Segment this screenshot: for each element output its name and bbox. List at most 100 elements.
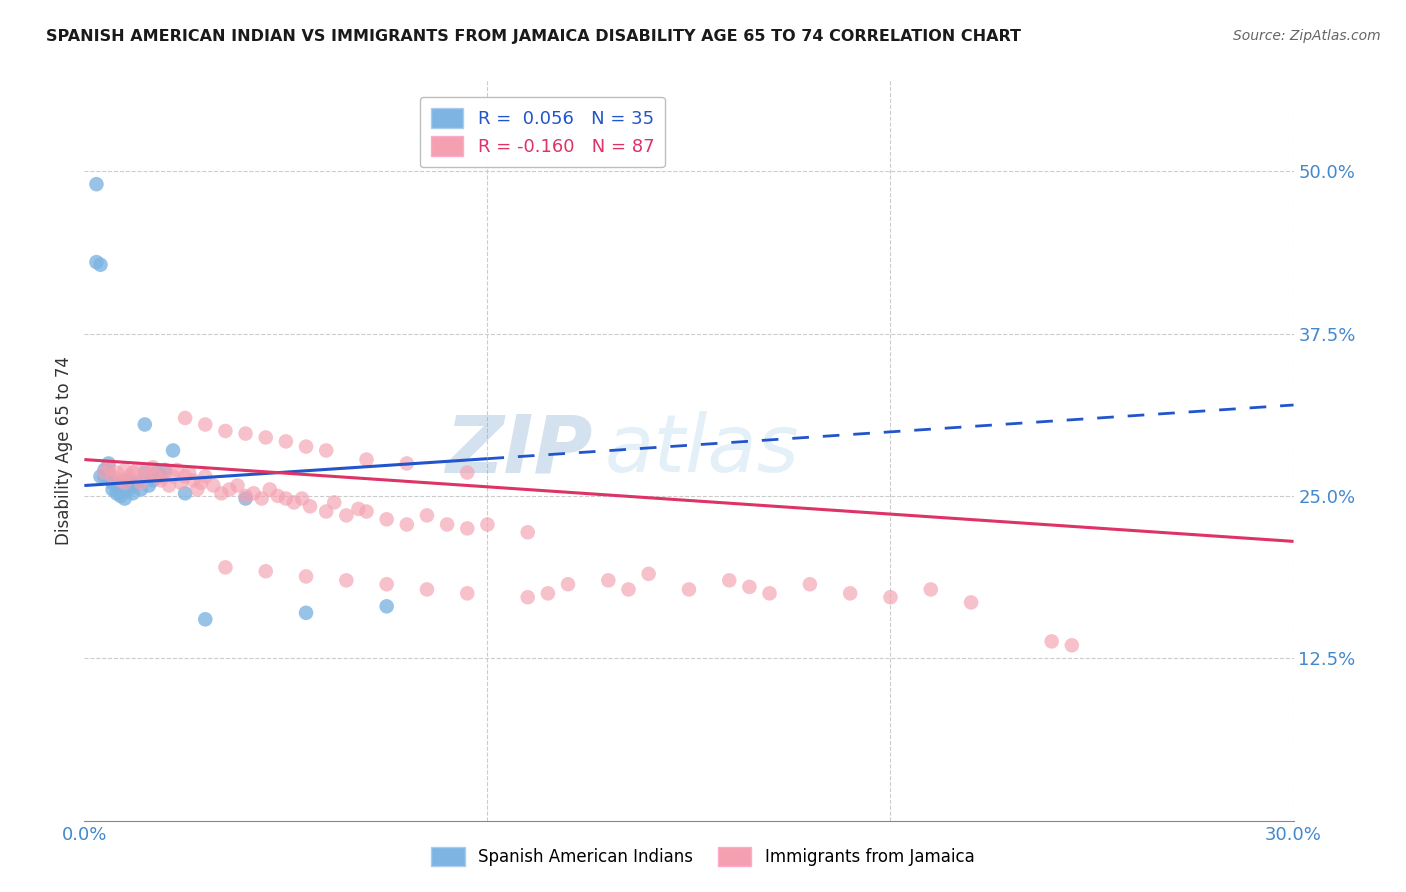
Point (105, 466, 128, 480)
Point (114, 483, 136, 497)
Point (254, 430, 277, 444)
Point (121, 466, 143, 480)
Point (250, 491, 273, 506)
Point (637, 566, 659, 581)
Point (718, 574, 741, 588)
Point (174, 486, 197, 500)
Point (274, 491, 297, 506)
Point (101, 483, 124, 497)
Point (89, 469, 111, 483)
Point (456, 521, 478, 535)
Point (254, 564, 277, 578)
Point (162, 469, 184, 483)
Point (194, 612, 217, 626)
Legend: Spanish American Indians, Immigrants from Jamaica: Spanish American Indians, Immigrants fro… (425, 840, 981, 873)
Point (114, 491, 136, 506)
Point (209, 486, 232, 500)
Point (179, 466, 201, 480)
Point (170, 475, 193, 490)
Point (110, 473, 132, 487)
Text: ZIP: ZIP (444, 411, 592, 490)
Point (134, 466, 156, 480)
Point (181, 473, 204, 487)
Point (416, 582, 439, 597)
Point (153, 463, 176, 477)
Point (235, 489, 257, 503)
Point (242, 486, 264, 500)
Point (93, 466, 115, 480)
Point (162, 443, 184, 458)
Point (315, 443, 337, 458)
Point (142, 473, 165, 487)
Point (1040, 634, 1063, 648)
Point (375, 512, 398, 526)
Point (110, 489, 132, 503)
Point (295, 440, 318, 454)
Point (138, 478, 160, 492)
Point (118, 469, 141, 483)
Point (259, 483, 281, 497)
Point (214, 424, 236, 438)
Point (149, 473, 172, 487)
Point (395, 517, 418, 532)
Point (186, 483, 208, 497)
Point (138, 466, 160, 480)
Point (146, 466, 169, 480)
Point (920, 582, 942, 597)
Point (516, 525, 538, 540)
Point (121, 478, 143, 492)
Point (758, 586, 780, 600)
Point (129, 483, 152, 497)
Point (879, 591, 901, 605)
Point (194, 417, 217, 432)
Point (97, 457, 120, 471)
Point (114, 463, 136, 477)
Point (274, 434, 297, 449)
Point (149, 469, 172, 483)
Point (86, 177, 108, 191)
Point (146, 469, 169, 483)
Point (226, 478, 249, 492)
Point (214, 560, 236, 574)
Point (799, 577, 821, 591)
Point (456, 586, 478, 600)
Point (101, 475, 124, 490)
Point (110, 475, 132, 490)
Point (617, 582, 640, 597)
Point (960, 595, 983, 609)
Point (235, 426, 257, 441)
Point (356, 452, 378, 467)
Legend: R =  0.056   N = 35, R = -0.160   N = 87: R = 0.056 N = 35, R = -0.160 N = 87 (420, 96, 665, 168)
Point (114, 475, 136, 490)
Point (537, 586, 560, 600)
Point (315, 504, 337, 518)
Point (557, 577, 579, 591)
Point (299, 500, 322, 514)
Text: SPANISH AMERICAN INDIAN VS IMMIGRANTS FROM JAMAICA DISABILITY AGE 65 TO 74 CORRE: SPANISH AMERICAN INDIAN VS IMMIGRANTS FR… (46, 29, 1021, 44)
Point (202, 478, 225, 492)
Point (97, 466, 120, 480)
Point (105, 486, 128, 500)
Point (89, 258, 111, 272)
Point (598, 574, 620, 588)
Point (395, 457, 418, 471)
Point (190, 475, 212, 490)
Point (105, 478, 128, 492)
Point (477, 517, 499, 532)
Point (335, 508, 357, 523)
Point (416, 508, 439, 523)
Point (375, 577, 398, 591)
Text: Source: ZipAtlas.com: Source: ZipAtlas.com (1233, 29, 1381, 43)
Point (283, 495, 305, 509)
Point (218, 483, 240, 497)
Point (125, 475, 148, 490)
Point (129, 475, 152, 490)
Point (291, 491, 314, 506)
Point (174, 469, 197, 483)
Point (1060, 638, 1083, 652)
Point (456, 466, 478, 480)
Point (93, 469, 115, 483)
Point (153, 466, 176, 480)
Point (121, 486, 143, 500)
Point (323, 495, 346, 509)
